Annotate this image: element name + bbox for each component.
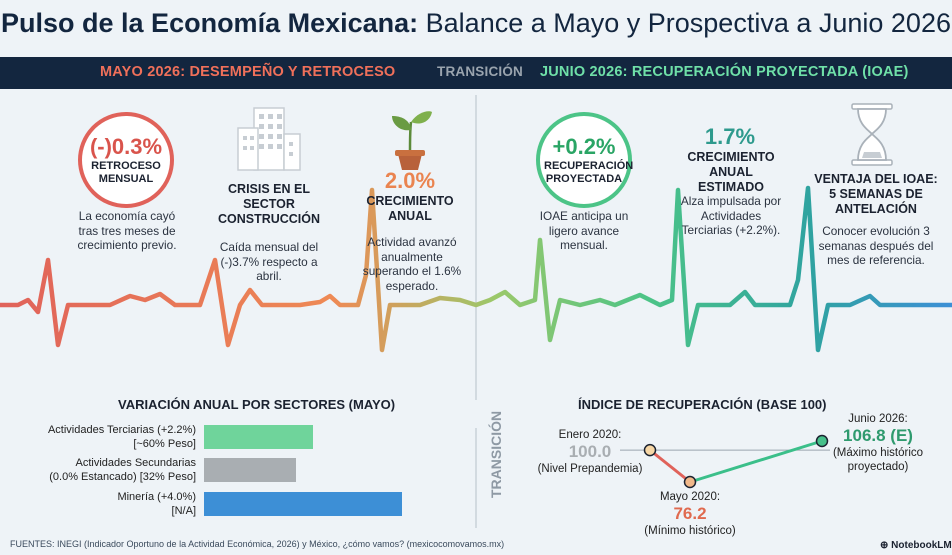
sector-label-line2: [N/A]	[171, 504, 196, 517]
recovery-point	[643, 443, 657, 457]
title-strong: Pulso de la Economía Mexicana:	[1, 8, 419, 38]
point-jun-2026-value: 106.8 (E)	[843, 426, 913, 445]
recuperacion-value: +0.2%	[552, 134, 616, 159]
title-rest: Balance a Mayo y Prospectiva a Junio 202…	[418, 8, 951, 38]
point-jun-2026-date: Junio 2026:	[848, 413, 908, 425]
sector-label: Minería (+4.0%) [N/A]	[117, 491, 196, 518]
retroceso-desc: La economía cayó tras tres meses de crec…	[77, 209, 177, 252]
sector-label-line1: Actividades Secundarias	[75, 457, 196, 469]
recovery-chart-title: ÍNDICE DE RECUPERACIÓN (BASE 100)	[578, 397, 827, 412]
sector-label-line1: Actividades Terciarias (+2.2%)	[47, 424, 196, 436]
retroceso-label: RETROCESO MENSUAL	[91, 160, 161, 185]
construccion-label: CRISIS EN EL SECTOR CONSTRUCCIÓN	[217, 182, 321, 226]
recovery-line-segment	[649, 448, 691, 484]
recovery-point	[815, 434, 829, 448]
hourglass-icon	[851, 103, 893, 166]
recuperacion-label: RECUPERACIÓN PROYECTADA	[544, 160, 634, 185]
sector-label-line2: (0.0% Estancado) [32% Peso]	[49, 470, 196, 483]
point-may-2020-note: (Mínimo histórico)	[644, 525, 736, 537]
sprout-icon	[392, 111, 432, 170]
retroceso-circle: (-)0.3% RETROCESO MENSUAL	[78, 112, 174, 208]
estimado-desc: Alza impulsada por Actividades Terciaria…	[680, 194, 782, 237]
sectors-chart: Actividades Terciarias (+2.2%) [~60% Peso…	[48, 424, 402, 518]
sector-bar	[204, 425, 313, 449]
sector-label: Actividades Terciarias (+2.2%) [~60% Peso…	[48, 424, 196, 451]
point-jun-2026-label: Junio 2026: 106.8 (E) (Máximo histórico …	[818, 412, 938, 474]
estimado-label: CRECIMIENTO ANUAL ESTIMADO	[687, 150, 775, 194]
point-may-2020-date: Mayo 2020:	[659, 491, 721, 503]
point-jan-2020-note: (Nivel Prepandemia)	[537, 463, 643, 475]
ventaja-desc: Conocer evolución 3 semanas después del …	[818, 224, 934, 267]
sector-bar	[204, 492, 402, 516]
sector-label-line2: [~60% Peso]	[133, 437, 196, 450]
sectors-chart-title: VARIACIÓN ANUAL POR SECTORES (MAYO)	[118, 397, 396, 412]
section-banner	[0, 57, 952, 89]
crecimiento-anual-desc: Actividad avanzó anualmente superando el…	[362, 235, 462, 293]
recovery-point	[683, 475, 697, 489]
page-title: Pulso de la Economía Mexicana: Balance a…	[0, 8, 952, 39]
point-may-2020-label: Mayo 2020: 76.2 (Mínimo histórico)	[630, 490, 750, 538]
ecg-path	[0, 185, 952, 353]
sector-label: Actividades Secundarias (0.0% Estancado) …	[49, 457, 196, 484]
brand-name: NotebookLM	[891, 540, 952, 551]
banner-left-label: MAYO 2026: DESEMPEÑO Y RETROCESO	[100, 64, 396, 80]
recuperacion-circle: +0.2% RECUPERACIÓN PROYECTADA	[536, 112, 634, 208]
construccion-desc: Caída mensual del (-)3.7% respecto a abr…	[219, 240, 319, 283]
point-jan-2020-date: Enero 2020:	[558, 429, 622, 441]
sources-footer: FUENTES: INEGI (Indicador Oportuno de la…	[10, 539, 505, 549]
point-jan-2020-value: 100.0	[568, 442, 612, 461]
point-jun-2026-note: (Máximo histórico proyectado)	[832, 447, 924, 473]
recovery-line-segment	[689, 439, 823, 484]
crecimiento-anual-value: 2.0%	[384, 168, 436, 193]
retroceso-value: (-)0.3%	[89, 134, 163, 159]
banner-right-label: JUNIO 2026: RECUPERACIÓN PROYECTADA (IOA…	[540, 64, 909, 80]
sector-bar	[204, 458, 296, 482]
point-may-2020-value: 76.2	[673, 504, 707, 523]
ventaja-label: VENTAJA DEL IOAE: 5 SEMANAS DE ANTELACIÓ…	[814, 172, 938, 216]
crecimiento-anual-label: CRECIMIENTO ANUAL	[366, 194, 454, 223]
estimado-value: 1.7%	[704, 124, 756, 149]
building-icon	[237, 107, 301, 171]
brand-label: ⊕ NotebookLM	[880, 540, 952, 551]
banner-middle-label: TRANSICIÓN	[437, 64, 523, 79]
point-jan-2020-label: Enero 2020: 100.0 (Nivel Prepandemia)	[530, 428, 650, 476]
recuperacion-desc: IOAE anticipa un ligero avance mensual.	[539, 209, 629, 252]
sector-label-line1: Minería (+4.0%)	[117, 491, 196, 503]
